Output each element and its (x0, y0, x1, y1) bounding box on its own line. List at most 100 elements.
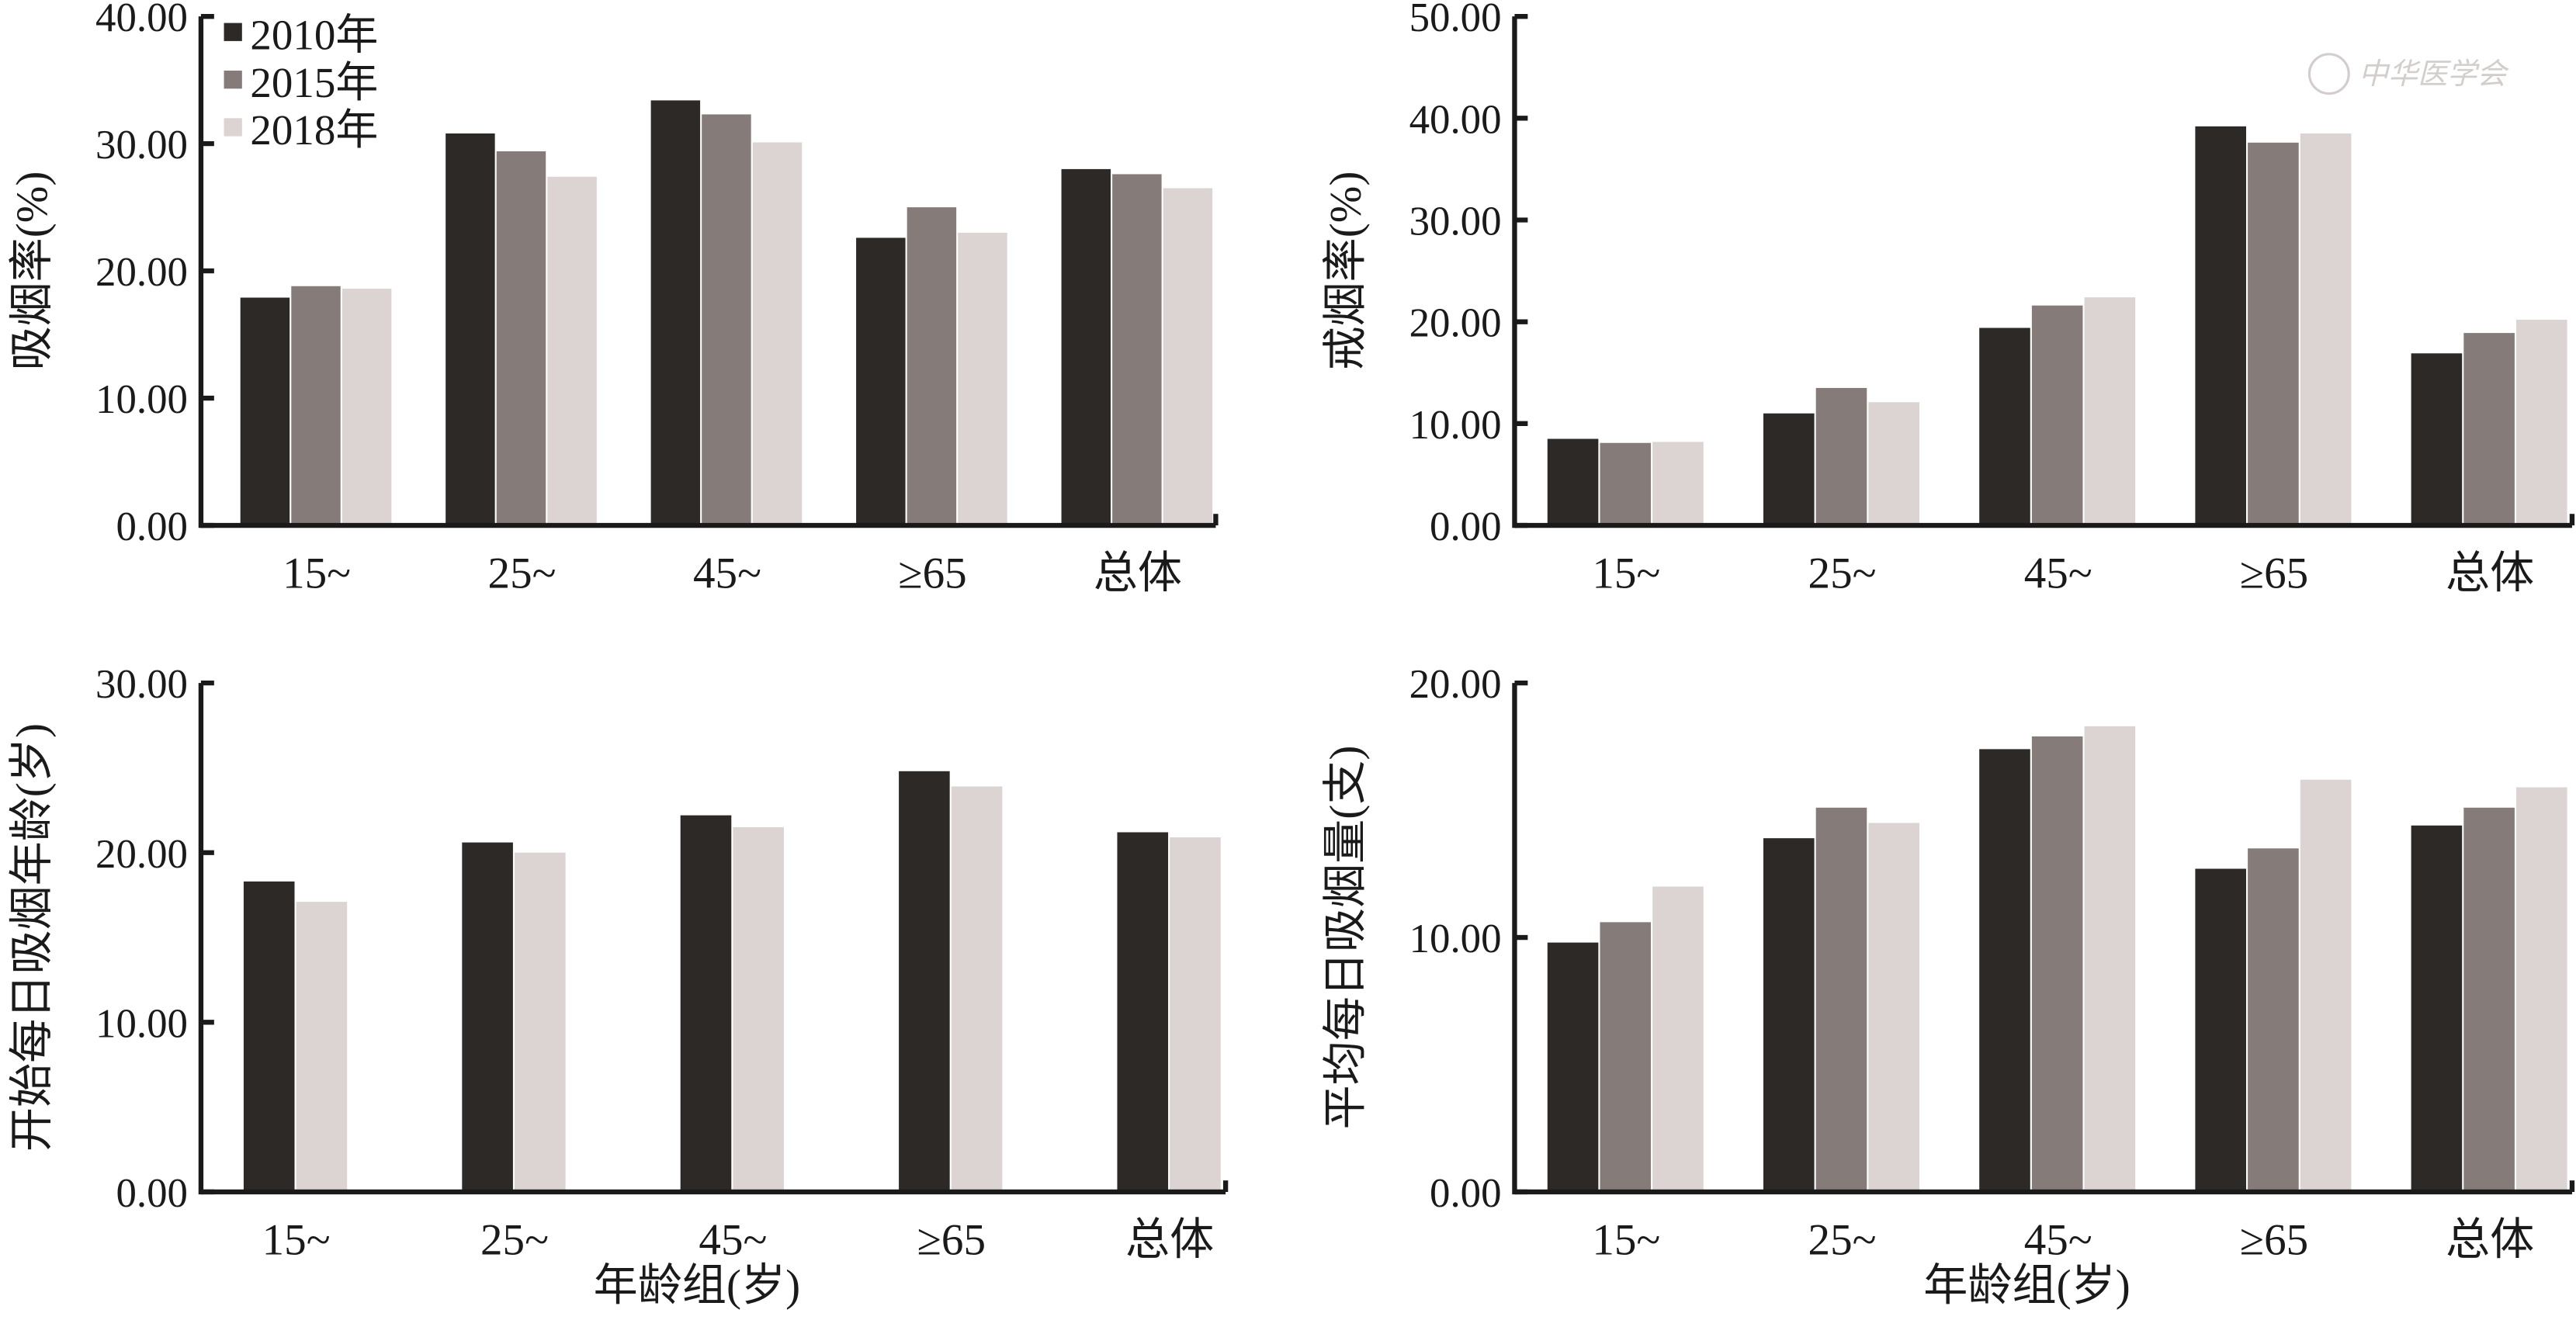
x-axis-label: 年龄组(岁) (1923, 1262, 2130, 1311)
watermark: 中华医学会 (2307, 53, 2509, 95)
bar (1763, 838, 1815, 1192)
watermark-text: 中华医学会 (2359, 58, 2509, 91)
bar (462, 842, 513, 1192)
y-tick-label: 10.00 (95, 1001, 188, 1046)
bar (1061, 168, 1111, 526)
bar (2516, 320, 2567, 526)
chart-3: 0.00 10.00 20.00 30.00 15~ 25~ 45~ ≥65 总体 开始每日吸烟年… (8, 662, 1229, 1311)
y-axis-label: 平均每日吸烟量(支) (1322, 746, 1371, 1130)
legend-swatch (224, 118, 242, 137)
y-tick-label: 10.00 (1409, 403, 1502, 448)
bar (2463, 807, 2515, 1192)
y-tick-label: 10.00 (95, 377, 188, 422)
bar (2031, 305, 2083, 526)
bar (899, 771, 950, 1192)
y-tick-label: 30.00 (95, 662, 188, 707)
bar (702, 114, 751, 526)
bar (2084, 297, 2136, 526)
y-tick-label: 20.00 (1409, 662, 1502, 707)
y-tick-label: 0.00 (1430, 1171, 1502, 1216)
y-tick-label: 30.00 (95, 123, 188, 168)
bar (1979, 327, 2030, 526)
y-tick-label: 40.00 (1409, 97, 1502, 142)
x-tick-label: 15~ (283, 549, 351, 598)
bar (342, 289, 392, 526)
bar (1652, 886, 1704, 1192)
bar (2084, 726, 2136, 1192)
y-tick-label: 0.00 (1430, 504, 1502, 549)
bar (2031, 736, 2083, 1192)
x-tick-label: 25~ (488, 549, 556, 598)
legend-label: 2015年 (250, 59, 378, 106)
x-tick-label: 15~ (1592, 1215, 1660, 1264)
y-tick-label: 20.00 (95, 250, 188, 295)
y-axis-label: 戒烟率(%) (1322, 171, 1371, 371)
bar (1117, 832, 1169, 1192)
x-tick-label: 45~ (2024, 1215, 2092, 1264)
x-tick-label: 总体 (2446, 549, 2534, 598)
y-tick-label: 30.00 (1409, 199, 1502, 244)
legend-label: 2018年 (250, 106, 378, 154)
chart-2: 0.00 10.00 20.00 30.00 40.00 50.00 15~ 25~ 45~ ≥6… (1322, 0, 2575, 598)
x-tick-label: 45~ (699, 1215, 767, 1264)
bar (958, 232, 1007, 526)
bar (2463, 333, 2515, 526)
bar (296, 902, 348, 1192)
bar (2248, 142, 2299, 526)
bar (446, 133, 495, 526)
x-axis-label: 年龄组(岁) (594, 1262, 800, 1311)
bar (1547, 942, 1599, 1192)
bar (240, 297, 290, 526)
legend-swatch (224, 23, 242, 41)
x-tick-label: ≥65 (898, 549, 966, 598)
bar (680, 815, 732, 1192)
x-tick-label: 总体 (1125, 1215, 1214, 1264)
bar (1600, 922, 1652, 1192)
bar (2300, 779, 2352, 1192)
bar (547, 176, 597, 526)
x-tick-label: 总体 (2446, 1215, 2534, 1264)
bar (2411, 825, 2463, 1192)
x-tick-label: 15~ (1592, 549, 1660, 598)
x-tick-label: ≥65 (2240, 549, 2308, 598)
bar (2300, 133, 2352, 526)
bar (2248, 848, 2299, 1192)
bar (733, 826, 784, 1192)
watermark-seal-icon (2307, 53, 2350, 95)
bar (856, 237, 906, 526)
bar (2195, 126, 2246, 526)
bar (1815, 387, 1867, 526)
bar (650, 100, 701, 526)
bar (907, 207, 957, 526)
x-tick-label: 15~ (262, 1215, 331, 1264)
y-axis-label: 吸烟率(%) (8, 171, 57, 371)
bar (243, 881, 295, 1192)
chart-1: 0.00 10.00 20.00 30.00 40.00 15~ 25~ 45~ ≥65 总体 吸烟… (8, 0, 1219, 598)
bar (1652, 442, 1704, 526)
bar (1600, 442, 1652, 526)
x-tick-label: 25~ (480, 1215, 549, 1264)
bar (1112, 174, 1162, 526)
bar (1763, 413, 1815, 526)
bar (496, 151, 546, 526)
x-tick-label: 45~ (693, 549, 761, 598)
bar (951, 786, 1003, 1192)
x-tick-label: 25~ (1808, 549, 1877, 598)
x-tick-label: 总体 (1094, 549, 1182, 598)
x-tick-label: ≥65 (2240, 1215, 2308, 1264)
y-tick-label: 50.00 (1409, 0, 1502, 40)
y-tick-label: 0.00 (116, 504, 188, 549)
y-tick-label: 10.00 (1409, 916, 1502, 961)
chart-4: 0.00 10.00 20.00 15~ 25~ 45~ ≥65 总体 平均每日吸烟量(支) 年龄… (1322, 662, 2575, 1311)
y-tick-label: 40.00 (95, 0, 188, 40)
bar (1868, 823, 1919, 1192)
y-tick-label: 20.00 (95, 832, 188, 877)
legend-swatch (224, 70, 242, 89)
bar (2411, 353, 2463, 526)
bar (1815, 807, 1867, 1192)
bar (1547, 438, 1599, 526)
y-tick-label: 0.00 (116, 1171, 188, 1216)
bar (1868, 402, 1919, 526)
bar (515, 852, 566, 1192)
